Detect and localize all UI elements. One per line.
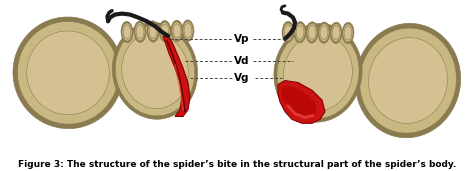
Ellipse shape	[115, 26, 195, 116]
Ellipse shape	[161, 24, 169, 38]
Ellipse shape	[123, 25, 131, 39]
Ellipse shape	[134, 21, 146, 42]
Ellipse shape	[171, 20, 183, 42]
Ellipse shape	[136, 25, 144, 39]
Polygon shape	[281, 86, 317, 117]
Polygon shape	[278, 81, 325, 123]
Ellipse shape	[332, 26, 340, 40]
Ellipse shape	[294, 22, 306, 43]
Ellipse shape	[277, 27, 359, 119]
Ellipse shape	[307, 23, 317, 42]
Ellipse shape	[173, 24, 181, 38]
Ellipse shape	[147, 21, 159, 42]
Ellipse shape	[283, 34, 353, 111]
Ellipse shape	[306, 22, 318, 43]
Ellipse shape	[135, 23, 145, 41]
Ellipse shape	[172, 22, 182, 40]
Ellipse shape	[112, 22, 198, 119]
Ellipse shape	[356, 23, 461, 138]
Ellipse shape	[296, 25, 304, 39]
Ellipse shape	[149, 24, 157, 38]
Text: Vg: Vg	[234, 73, 249, 83]
Ellipse shape	[318, 22, 330, 43]
Ellipse shape	[331, 24, 341, 42]
Ellipse shape	[13, 17, 123, 129]
Text: Vp: Vp	[234, 34, 249, 44]
Ellipse shape	[159, 21, 171, 42]
Ellipse shape	[344, 26, 352, 40]
Polygon shape	[163, 36, 190, 116]
Text: Vd: Vd	[234, 56, 249, 66]
Ellipse shape	[274, 23, 362, 122]
Ellipse shape	[122, 33, 188, 109]
Ellipse shape	[148, 22, 158, 41]
Ellipse shape	[18, 22, 118, 124]
Ellipse shape	[184, 24, 192, 37]
Ellipse shape	[183, 22, 193, 40]
Ellipse shape	[319, 24, 329, 42]
Ellipse shape	[330, 22, 342, 43]
Ellipse shape	[284, 25, 292, 39]
Ellipse shape	[308, 25, 316, 39]
Ellipse shape	[282, 21, 294, 43]
Ellipse shape	[283, 23, 293, 41]
Ellipse shape	[182, 20, 194, 41]
Ellipse shape	[295, 23, 305, 41]
Ellipse shape	[320, 26, 328, 40]
Ellipse shape	[368, 38, 447, 123]
Ellipse shape	[343, 24, 353, 42]
Ellipse shape	[360, 28, 456, 133]
Ellipse shape	[342, 22, 354, 44]
Ellipse shape	[122, 23, 132, 41]
Text: Figure 3: The structure of the spider’s bite in the structural part of the spide: Figure 3: The structure of the spider’s …	[18, 160, 456, 169]
Ellipse shape	[27, 31, 109, 115]
Ellipse shape	[160, 22, 170, 40]
Ellipse shape	[121, 21, 133, 43]
